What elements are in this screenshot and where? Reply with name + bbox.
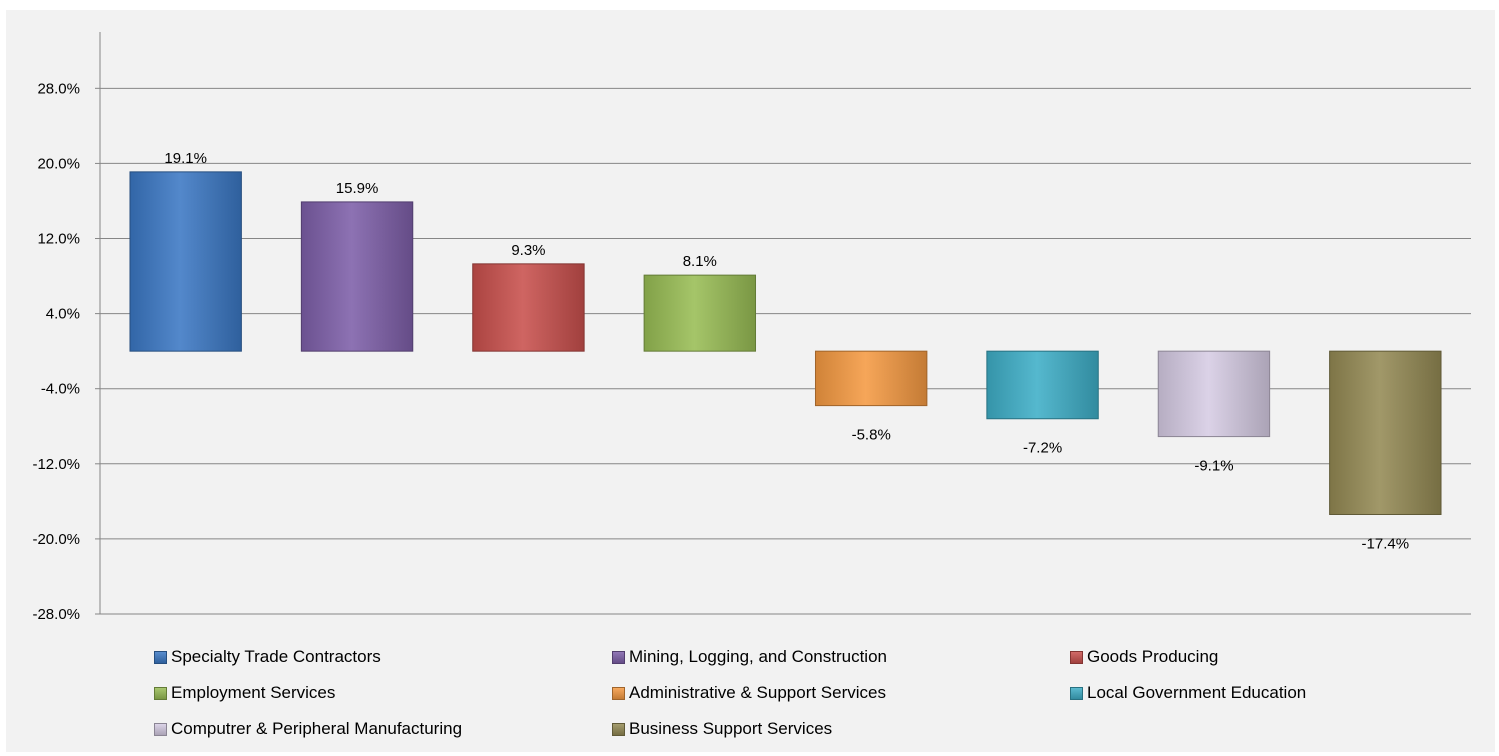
data-label-5: -5.8% xyxy=(852,427,891,444)
legend-swatch xyxy=(1070,650,1083,664)
data-label-3: 9.3% xyxy=(511,242,545,259)
y-tick-label: -20.0% xyxy=(32,531,80,548)
legend-swatch xyxy=(612,686,625,700)
y-tick-label: -12.0% xyxy=(32,456,80,473)
y-tick-label: -4.0% xyxy=(41,381,80,398)
legend-label: Local Government Education xyxy=(1087,683,1307,702)
legend-swatch xyxy=(154,722,167,736)
legend-swatch xyxy=(154,686,167,700)
legend-item: Computrer & Peripheral Manufacturing xyxy=(154,718,612,740)
legend: Specialty Trade Contractors Mining, Loggi… xyxy=(154,646,1474,740)
y-tick-label: 28.0% xyxy=(37,80,80,97)
legend-label: Mining, Logging, and Construction xyxy=(629,647,887,666)
bar-6 xyxy=(986,350,1099,420)
legend-item: Local Government Education xyxy=(1070,682,1474,704)
legend-item: Mining, Logging, and Construction xyxy=(612,646,1070,668)
bar-5 xyxy=(814,350,928,407)
data-labels: 19.1% 15.9% 9.3% 8.1% -5.8% -7.2% -9.1% -17.4% xyxy=(164,150,1409,553)
y-tick-label: 12.0% xyxy=(37,231,80,248)
legend-item: Employment Services xyxy=(154,682,612,704)
legend-label: Business Support Services xyxy=(629,719,833,738)
data-label-4: 8.1% xyxy=(683,253,717,270)
bar-7 xyxy=(1157,350,1271,438)
legend-swatch xyxy=(612,650,625,664)
data-label-6: -7.2% xyxy=(1023,440,1062,457)
bar-2 xyxy=(300,201,414,352)
legend-label: Specialty Trade Contractors xyxy=(171,647,381,666)
legend-swatch xyxy=(154,650,167,664)
data-label-1: 19.1% xyxy=(164,150,207,167)
bar-1 xyxy=(129,171,242,352)
bar-3 xyxy=(472,263,585,352)
y-axis: 28.0% 20.0% 12.0% 4.0% -4.0% -12.0% -20.0% -28.… xyxy=(32,32,101,623)
data-label-7: -9.1% xyxy=(1194,458,1233,475)
chart-area: 28.0% 20.0% 12.0% 4.0% -4.0% -12.0% -20.0% -28.… xyxy=(6,10,1495,752)
legend-item: Specialty Trade Contractors xyxy=(154,646,612,668)
legend-label: Employment Services xyxy=(171,683,336,702)
legend-swatch xyxy=(612,722,625,736)
bar-8 xyxy=(1329,350,1442,515)
legend-item: Business Support Services xyxy=(612,718,1070,740)
bar-chart: 28.0% 20.0% 12.0% 4.0% -4.0% -12.0% -20.0% -28.… xyxy=(32,32,1471,623)
y-tick-label: 4.0% xyxy=(46,306,80,323)
legend-label: Goods Producing xyxy=(1087,647,1219,666)
legend-swatch xyxy=(1070,686,1083,700)
legend-item: Administrative & Support Services xyxy=(612,682,1070,704)
legend-label: Administrative & Support Services xyxy=(629,683,886,702)
bars xyxy=(129,171,1442,515)
legend-item: Goods Producing xyxy=(1070,646,1474,668)
data-label-8: -17.4% xyxy=(1362,535,1410,552)
y-tick-label: -28.0% xyxy=(32,606,80,623)
legend-label: Computrer & Peripheral Manufacturing xyxy=(171,719,463,738)
bar-4 xyxy=(643,274,757,352)
y-tick-label: 20.0% xyxy=(37,155,80,172)
data-label-2: 15.9% xyxy=(336,180,379,197)
